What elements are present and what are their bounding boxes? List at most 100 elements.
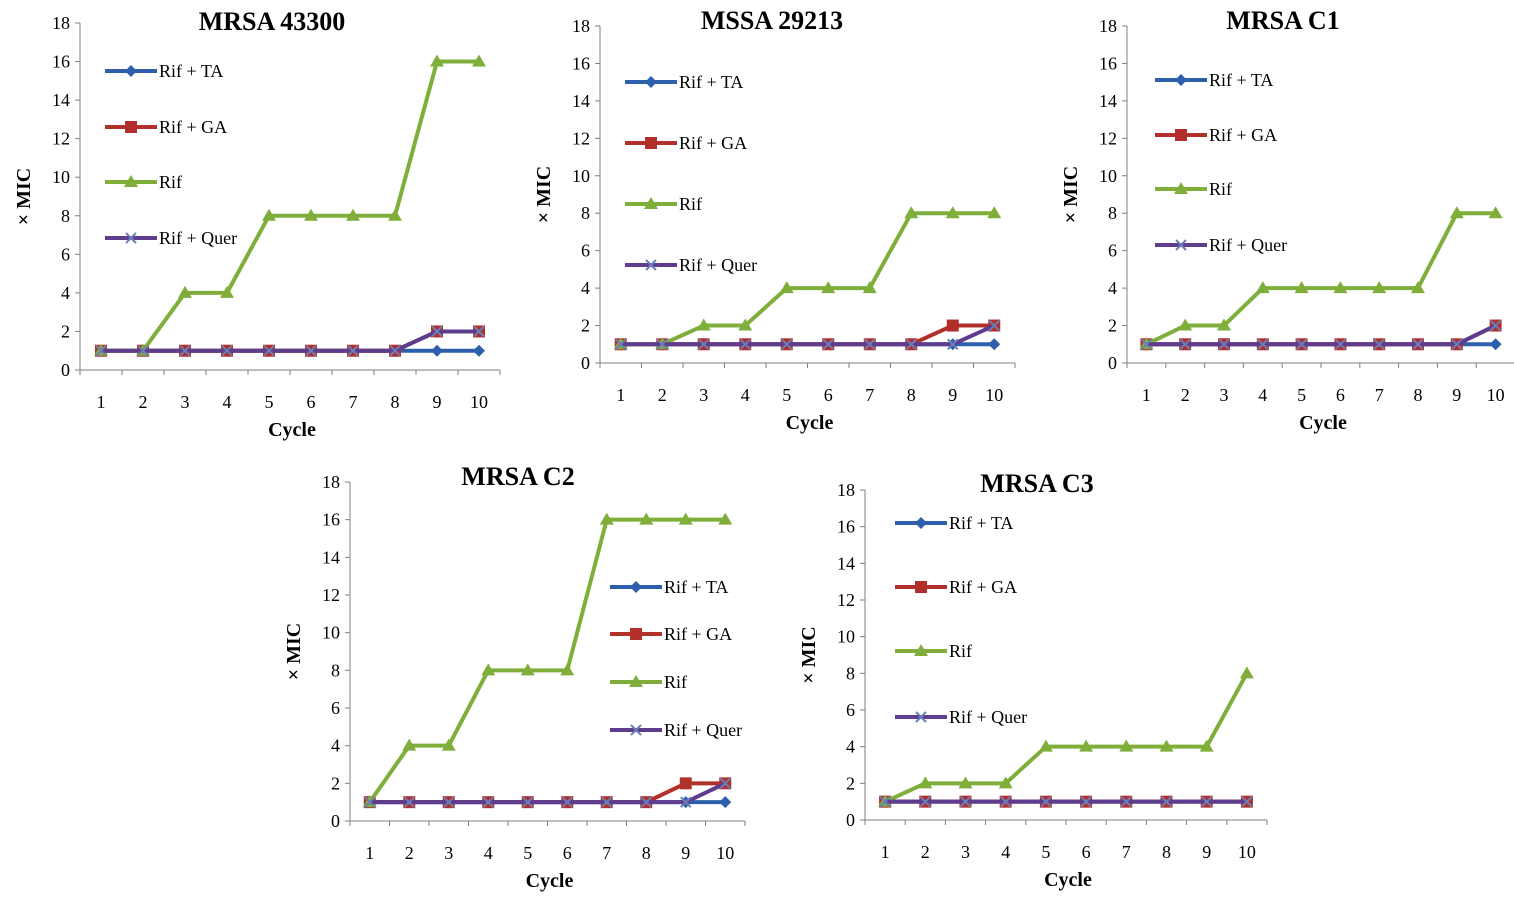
data-point <box>999 795 1012 808</box>
x-tick-label: 6 <box>824 385 833 405</box>
legend-label: Rif <box>1209 179 1232 199</box>
data-point <box>781 338 793 350</box>
legend-label: Rif <box>664 672 687 692</box>
series-line <box>1146 323 1497 347</box>
legend-label: Rif <box>679 194 702 214</box>
legend-marker <box>1175 74 1187 86</box>
legend-marker <box>125 232 137 244</box>
y-tick-label: 4 <box>846 737 855 757</box>
data-point <box>601 796 613 808</box>
data-point <box>679 777 692 790</box>
data-point <box>473 325 485 338</box>
data-point <box>1295 338 1308 350</box>
legend-marker <box>630 581 642 593</box>
legend-marker <box>915 517 927 529</box>
series-line <box>620 323 996 347</box>
x-tick-label: 3 <box>961 842 970 862</box>
series-line <box>368 517 726 804</box>
x-tick-label: 8 <box>642 843 651 863</box>
data-point <box>862 281 877 294</box>
data-point <box>388 208 402 221</box>
x-tick-label: 2 <box>139 392 148 412</box>
legend-marker <box>1175 239 1187 251</box>
data-point <box>1159 739 1174 752</box>
data-point <box>304 208 318 221</box>
legend-label: Rif + GA <box>679 133 747 153</box>
data-point <box>656 338 668 350</box>
y-tick-label: 6 <box>61 244 70 264</box>
data-point <box>431 344 443 357</box>
data-point <box>1372 281 1387 294</box>
data-point <box>1200 795 1213 808</box>
data-point <box>864 338 876 350</box>
data-point <box>1040 795 1052 808</box>
x-tick-label: 8 <box>1414 385 1423 405</box>
legend-label: Rif + Quer <box>159 228 237 248</box>
data-point <box>988 338 1001 351</box>
x-tick-label: 5 <box>1297 385 1306 405</box>
data-point <box>179 345 191 357</box>
legend-label: Rif + TA <box>664 577 728 597</box>
legend-label: Rif <box>159 172 182 192</box>
legend-marker <box>914 644 928 656</box>
x-tick-label: 4 <box>1001 842 1010 862</box>
x-tick-label: 9 <box>1202 842 1211 862</box>
data-point <box>482 796 494 808</box>
x-tick-label: 10 <box>1487 385 1505 405</box>
x-tick-label: 10 <box>470 392 488 412</box>
data-point <box>987 206 1002 219</box>
x-tick-label: 2 <box>921 842 930 862</box>
data-point <box>1373 338 1385 350</box>
data-point <box>441 738 456 751</box>
y-tick-label: 16 <box>52 52 70 72</box>
data-point <box>822 338 834 350</box>
data-point <box>220 285 234 298</box>
data-point <box>1333 281 1348 294</box>
x-tick-label: 9 <box>681 843 690 863</box>
legend-entry: Rif <box>895 641 972 661</box>
legend-marker <box>630 628 642 640</box>
y-tick-label: 0 <box>581 353 590 373</box>
data-point <box>1239 666 1254 679</box>
data-point <box>696 318 711 331</box>
data-point <box>639 512 654 525</box>
y-tick-label: 2 <box>846 773 855 793</box>
y-tick-label: 0 <box>846 810 855 830</box>
data-point <box>263 345 275 357</box>
legend-marker <box>125 65 137 77</box>
y-tick-label: 6 <box>331 698 340 718</box>
data-point <box>1488 206 1503 219</box>
y-tick-label: 12 <box>322 585 340 605</box>
x-tick-label: 8 <box>907 385 916 405</box>
y-tick-label: 4 <box>331 736 340 756</box>
data-point <box>1140 338 1153 350</box>
legend-entry: Rif <box>1155 179 1232 199</box>
data-point <box>1451 338 1463 350</box>
data-point <box>1489 319 1502 332</box>
y-tick-label: 12 <box>837 590 855 610</box>
x-tick-label: 4 <box>223 392 232 412</box>
data-point <box>560 663 575 676</box>
legend-entry: Rif + TA <box>895 513 1013 533</box>
y-tick-label: 18 <box>322 472 340 492</box>
y-tick-label: 14 <box>322 547 340 567</box>
legend-label: Rif + GA <box>949 577 1017 597</box>
legend-label: Rif + TA <box>1209 70 1273 90</box>
x-tick-label: 1 <box>97 392 106 412</box>
legend-marker <box>644 197 658 209</box>
data-point <box>95 345 107 357</box>
data-point <box>958 776 973 789</box>
data-point <box>947 338 959 350</box>
x-axis-label: Cycle <box>526 870 574 892</box>
y-tick-label: 4 <box>581 278 590 298</box>
y-axis-label: × MIC <box>533 166 555 224</box>
legend-label: Rif + Quer <box>664 720 742 740</box>
data-point <box>1411 281 1425 294</box>
data-point <box>998 776 1013 789</box>
chart-title: MRSA C2 <box>461 462 574 491</box>
series-line <box>101 329 479 353</box>
legend-marker <box>1175 129 1187 141</box>
x-axis-label: Cycle <box>1044 869 1092 891</box>
